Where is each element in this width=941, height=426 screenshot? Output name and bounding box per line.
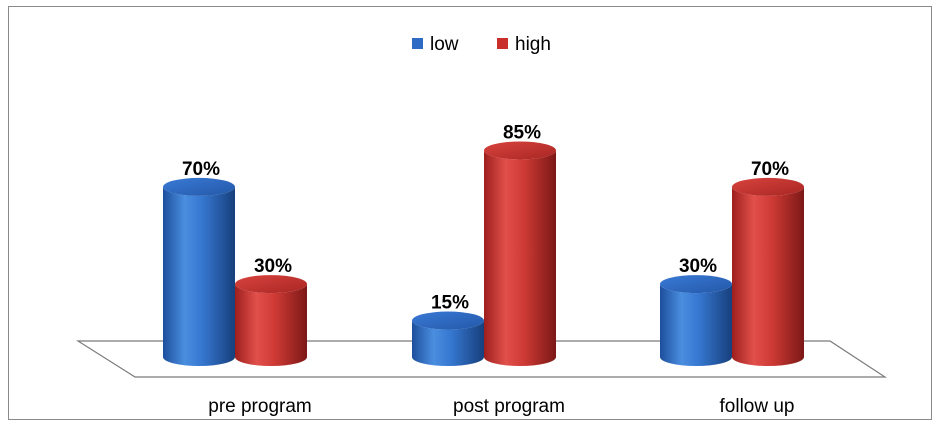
x-tick-label-post-program: post program: [453, 396, 565, 417]
legend-item-high: high: [497, 34, 551, 55]
bar-low-post-program: [412, 311, 484, 366]
x-tick-label-follow-up: follow up: [720, 396, 795, 417]
legend-label-high: high: [515, 34, 551, 55]
labels-layer: 70% 30% 15% 85% 30% 70%: [182, 122, 789, 313]
data-label-low-pre-program: 70%: [182, 159, 220, 180]
data-label-high-follow-up: 70%: [751, 159, 789, 180]
bar-high-post-program-body: [484, 150, 556, 366]
legend-swatch-low: [412, 38, 423, 49]
bar-high-follow-up: [732, 177, 804, 366]
bar-low-follow-up: [660, 275, 732, 366]
bar-low-pre-program-body: [163, 186, 235, 366]
data-label-high-post-program: 85%: [503, 122, 541, 143]
bar-high-post-program: [484, 141, 556, 366]
bars-layer: [163, 141, 804, 366]
data-label-low-follow-up: 30%: [679, 256, 717, 277]
bar-high-post-program-cap: [484, 141, 556, 160]
legend-swatch-high: [497, 38, 508, 49]
data-label-high-pre-program: 30%: [254, 256, 292, 277]
bar-low-post-program-body: [412, 320, 484, 366]
data-label-low-post-program: 15%: [431, 293, 469, 314]
bar-high-pre-program-body: [235, 284, 307, 366]
legend-label-low: low: [430, 34, 459, 55]
ticks-layer: pre program post program follow up: [208, 396, 794, 417]
bar-low-follow-up-body: [660, 284, 732, 366]
bar-low-pre-program: [163, 177, 235, 366]
bar-low-post-program-cap: [412, 311, 484, 330]
legend-item-low: low: [412, 34, 459, 55]
bar-high-pre-program: [235, 275, 307, 366]
bar-low-follow-up-cap: [660, 275, 732, 294]
bar-low-pre-program-cap: [163, 177, 235, 196]
bar-high-pre-program-cap: [235, 275, 307, 294]
x-tick-label-pre-program: pre program: [208, 396, 312, 417]
bar-high-follow-up-cap: [732, 177, 804, 196]
bar-high-follow-up-body: [732, 186, 804, 366]
legend: low high: [412, 34, 551, 55]
